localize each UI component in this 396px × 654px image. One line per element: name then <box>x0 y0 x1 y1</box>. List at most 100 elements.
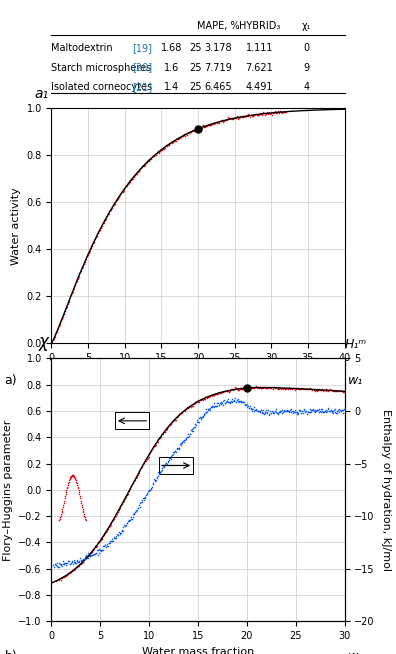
Point <box>75 561 81 572</box>
Point <box>155 147 162 158</box>
Point <box>60 500 67 510</box>
Point <box>168 453 174 464</box>
Point <box>331 385 338 396</box>
Point <box>228 384 235 394</box>
Point <box>300 383 306 394</box>
Text: 4.491: 4.491 <box>246 82 273 92</box>
Point <box>293 407 299 417</box>
Point <box>276 108 282 118</box>
Text: 3.178: 3.178 <box>205 43 232 54</box>
Point <box>160 461 167 472</box>
Point <box>187 428 193 439</box>
Point <box>306 384 312 394</box>
Point <box>98 545 105 556</box>
Point <box>175 442 181 453</box>
Point <box>128 175 134 186</box>
Point <box>319 405 326 416</box>
Point <box>298 384 305 394</box>
Point <box>262 383 268 393</box>
Point <box>71 472 77 482</box>
Point <box>151 441 157 451</box>
Point <box>194 417 200 427</box>
Point <box>242 398 248 409</box>
Point <box>240 397 246 407</box>
Point <box>218 397 225 407</box>
Point <box>257 383 264 393</box>
Point <box>135 166 142 177</box>
Y-axis label: Enthalpy of hydration, kJ/mol: Enthalpy of hydration, kJ/mol <box>381 409 391 571</box>
Bar <box>159 457 193 474</box>
Point <box>65 478 71 489</box>
Point <box>80 506 86 516</box>
Point <box>105 209 112 219</box>
Point <box>123 520 129 530</box>
Point <box>217 387 223 398</box>
Point <box>128 481 135 492</box>
Point <box>67 473 73 483</box>
Point <box>209 389 216 400</box>
Point <box>339 405 346 415</box>
Point <box>152 475 158 485</box>
Point <box>215 388 221 399</box>
Text: 25: 25 <box>189 43 201 54</box>
Point <box>164 459 170 470</box>
Point <box>299 383 305 393</box>
Point <box>98 534 105 544</box>
Point <box>77 267 84 278</box>
Point <box>275 407 282 418</box>
Point <box>219 400 226 410</box>
Point <box>107 520 114 530</box>
Point <box>132 169 139 180</box>
Point <box>233 383 239 394</box>
Point <box>319 404 325 414</box>
Point <box>65 298 71 309</box>
Point <box>173 443 180 454</box>
Point <box>134 169 140 179</box>
Point <box>80 556 87 566</box>
Point <box>200 394 207 404</box>
Point <box>280 384 286 394</box>
Point <box>268 408 274 419</box>
Point <box>159 464 166 475</box>
Point <box>255 109 262 120</box>
Point <box>185 429 191 439</box>
Point <box>204 392 210 403</box>
Point <box>86 248 92 258</box>
Point <box>108 517 114 528</box>
Point <box>87 245 93 256</box>
Point <box>276 383 283 393</box>
Point <box>51 559 58 570</box>
Point <box>266 409 272 420</box>
Point <box>76 560 82 571</box>
Point <box>325 385 331 396</box>
Point <box>247 401 253 411</box>
Point <box>150 150 157 161</box>
Text: w₁: w₁ <box>347 373 363 387</box>
Point <box>310 383 316 394</box>
Point <box>146 154 152 165</box>
Point <box>264 107 270 118</box>
Text: 9: 9 <box>303 63 310 73</box>
Point <box>85 551 91 562</box>
Point <box>255 109 261 120</box>
Point <box>262 406 268 417</box>
Point <box>203 407 209 417</box>
Point <box>297 383 303 394</box>
Point <box>144 488 150 498</box>
Point <box>108 205 114 215</box>
Point <box>121 520 127 530</box>
Point <box>317 405 323 416</box>
Point <box>251 402 257 413</box>
Point <box>172 415 179 425</box>
Point <box>143 456 149 466</box>
Point <box>198 394 204 405</box>
Point <box>324 385 331 395</box>
Point <box>60 559 66 569</box>
Point <box>154 437 160 447</box>
Point <box>260 405 267 416</box>
Point <box>286 383 292 394</box>
Point <box>308 405 314 416</box>
Point <box>143 158 149 169</box>
Point <box>269 382 276 392</box>
Point <box>57 511 64 521</box>
